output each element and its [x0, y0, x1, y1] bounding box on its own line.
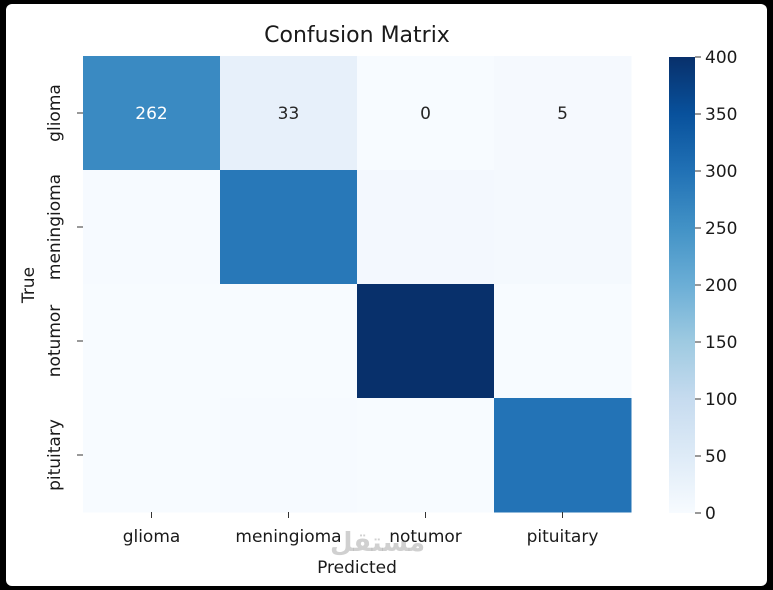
- colorbar-tick-label: 300: [705, 162, 737, 182]
- y-axis: glioma meningioma notumor pituitary: [45, 84, 83, 491]
- x-tick-label: notumor: [389, 527, 462, 547]
- x-tick-label: pituitary: [527, 527, 599, 547]
- heatmap-cell-glioma-notumor: [357, 56, 495, 171]
- colorbar-gradient: [669, 57, 695, 513]
- heatmap-cell-pituitary-meningioma: [220, 398, 358, 513]
- heatmap-cell-notumor-pituitary: [494, 284, 632, 399]
- cell-annotations: 262 33 0 5: [135, 104, 568, 124]
- y-tick-label: glioma: [45, 84, 65, 142]
- cell-annotation: 262: [135, 104, 167, 124]
- heatmap-cell-glioma-pituitary: [494, 56, 632, 171]
- colorbar-tick-label: 100: [705, 390, 737, 410]
- heatmap-cell-pituitary-pituitary: [494, 398, 632, 513]
- colorbar-tick-label: 250: [705, 219, 737, 239]
- heatmap-cell-glioma-meningioma: [220, 56, 358, 171]
- heatmap-cell-meningioma-meningioma: [220, 170, 358, 285]
- heatmap-cell-notumor-glioma: [83, 284, 221, 399]
- x-axis-label: Predicted: [317, 558, 397, 578]
- heatmap-cell-notumor-meningioma: [220, 284, 358, 399]
- chart-title: Confusion Matrix: [264, 23, 450, 48]
- x-axis: glioma meningioma notumor pituitary: [123, 512, 599, 547]
- y-tick-label: pituitary: [45, 419, 65, 491]
- colorbar-tick-label: 350: [705, 105, 737, 125]
- heatmap-cell-pituitary-notumor: [357, 398, 495, 513]
- colorbar-tick-label: 200: [705, 276, 737, 296]
- colorbar: 0 50 100 150 200 250 300 350 400: [669, 48, 737, 524]
- cell-annotation: 33: [278, 104, 300, 124]
- heatmap-cell-meningioma-glioma: [83, 170, 221, 285]
- y-tick-label: notumor: [45, 305, 65, 378]
- x-tick-label: glioma: [123, 527, 181, 547]
- y-axis-label: True: [19, 267, 39, 304]
- heatmap-cell-pituitary-glioma: [83, 398, 221, 513]
- colorbar-tick-label: 50: [705, 447, 727, 467]
- colorbar-tick-label: 150: [705, 333, 737, 353]
- heatmap-cell-meningioma-notumor: [357, 170, 495, 285]
- colorbar-tick-label: 0: [705, 504, 716, 524]
- colorbar-tick-label: 400: [705, 48, 737, 68]
- y-tick-label: meningioma: [45, 174, 65, 280]
- cell-annotation: 5: [557, 104, 568, 124]
- x-tick-label: meningioma: [235, 527, 341, 547]
- cell-annotation: 0: [420, 104, 431, 124]
- heatmap-cell-notumor-notumor: [357, 284, 495, 399]
- heatmap-cell-meningioma-pituitary: [494, 170, 632, 285]
- heatmap-cells: [83, 56, 632, 513]
- heatmap-cell-glioma-glioma: [83, 56, 221, 171]
